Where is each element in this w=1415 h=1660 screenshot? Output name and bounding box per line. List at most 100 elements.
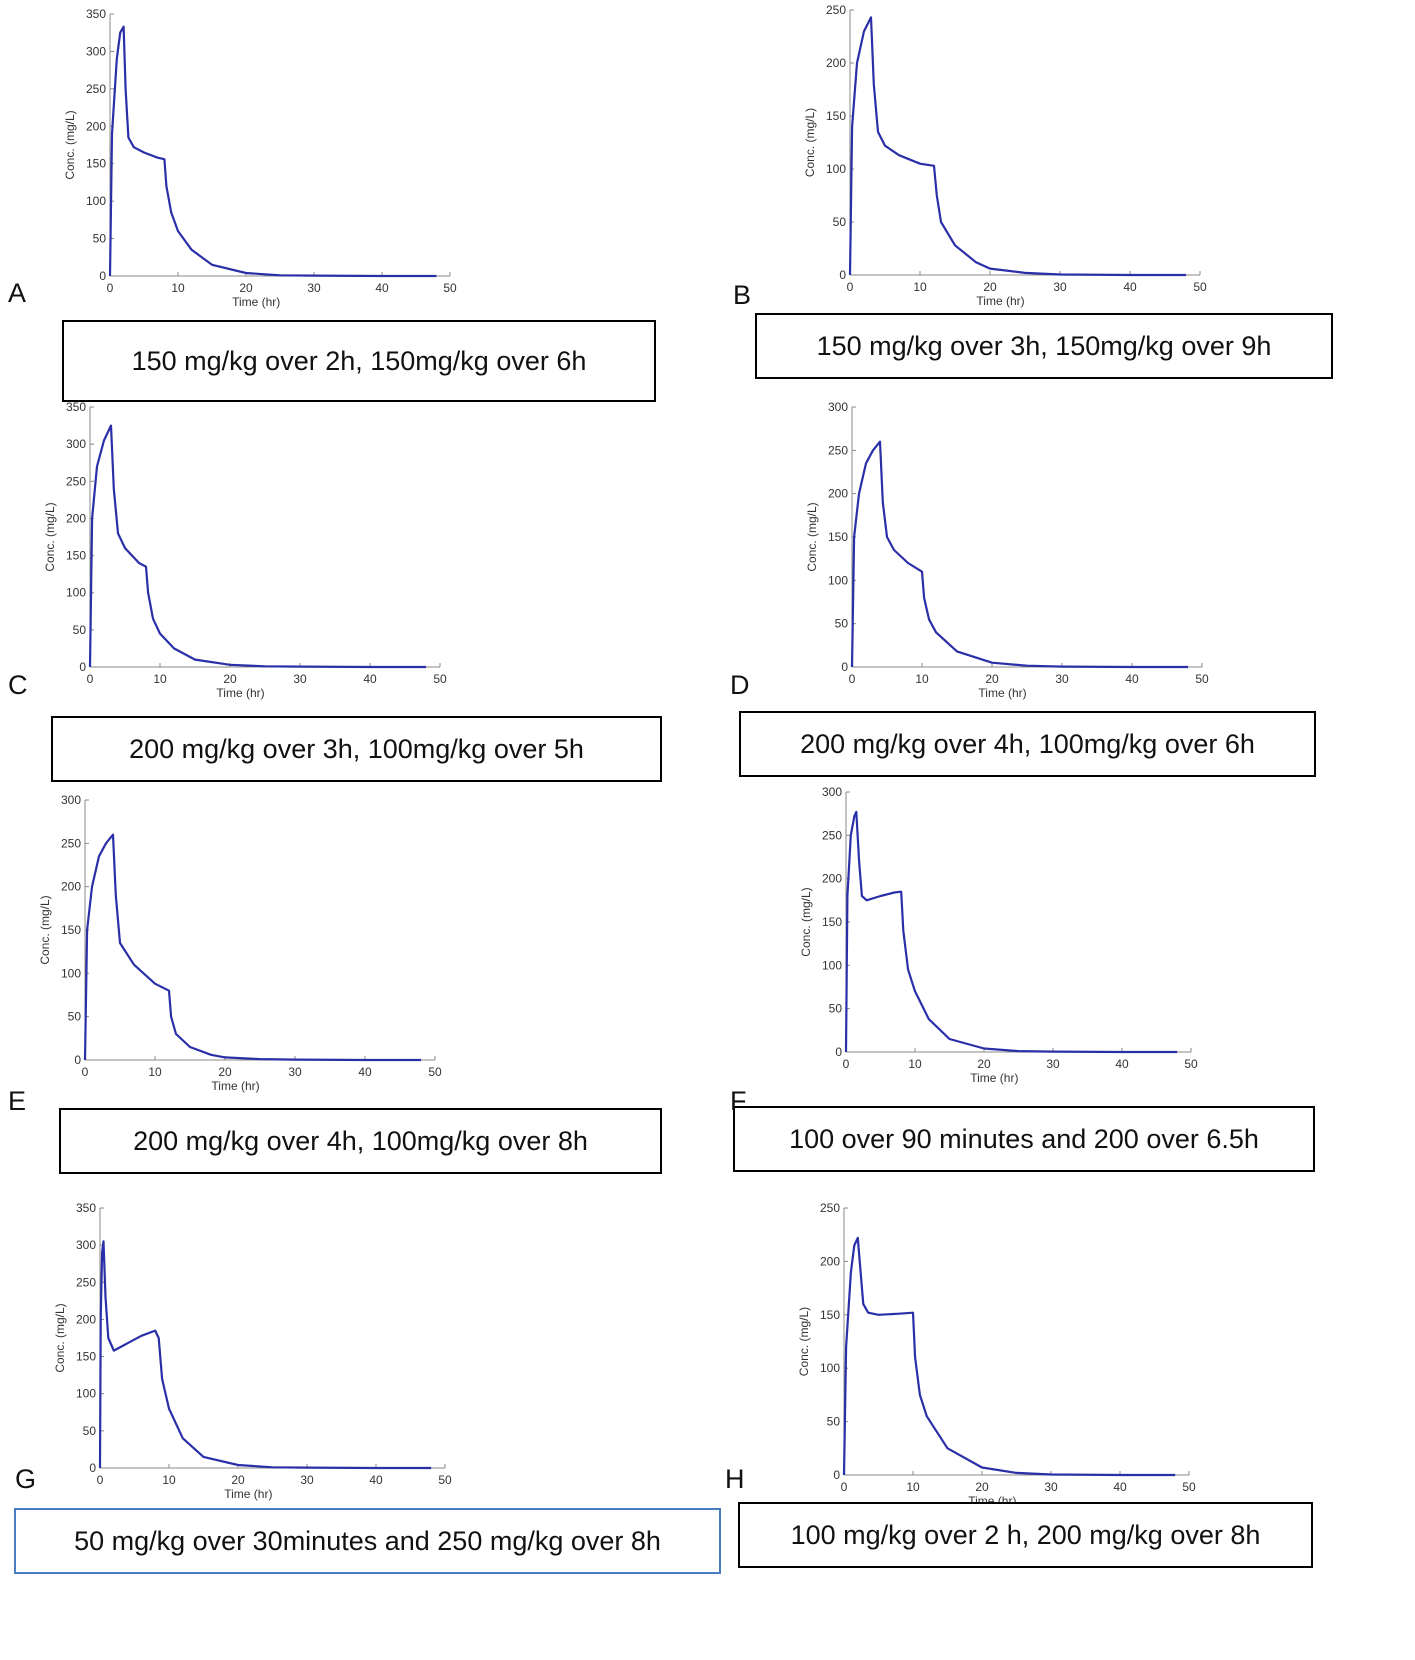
x-tick-label: 30 bbox=[1044, 1480, 1058, 1494]
y-tick-label: 0 bbox=[835, 1045, 842, 1059]
panel-label-h: H bbox=[725, 1464, 745, 1494]
x-tick-label: 50 bbox=[1182, 1480, 1196, 1494]
caption-f: 100 over 90 minutes and 200 over 6.5h bbox=[733, 1106, 1315, 1172]
series-line bbox=[88, 424, 426, 669]
y-tick-label: 0 bbox=[99, 269, 106, 283]
y-tick-label: 250 bbox=[61, 836, 81, 850]
y-axis-label: Conc. (mg/L) bbox=[53, 1303, 67, 1372]
y-tick-label: 150 bbox=[826, 109, 846, 123]
panel-label-c: C bbox=[8, 670, 28, 700]
x-tick-label: 30 bbox=[300, 1473, 314, 1487]
x-tick-label: 30 bbox=[1046, 1057, 1060, 1071]
chart-g: 0 50 100 150 200 250 300 350 0 10 20 30 40 50 Time (hr… bbox=[53, 1201, 452, 1501]
y-tick-label: 200 bbox=[76, 1312, 96, 1326]
y-tick-label: 350 bbox=[76, 1201, 96, 1215]
y-axis-label: Conc. (mg/L) bbox=[43, 502, 57, 571]
x-tick-label: 50 bbox=[1193, 280, 1207, 294]
chart-b: 0 50 100 150 200 250 0 10 20 30 40 50 Time (hr) Conc.… bbox=[803, 3, 1207, 308]
series-line bbox=[842, 1236, 1176, 1477]
x-axis-label: Time (hr) bbox=[216, 686, 264, 700]
x-tick-label: 20 bbox=[985, 672, 999, 686]
x-tick-label: 20 bbox=[231, 1473, 245, 1487]
x-axis-label: Time (hr) bbox=[211, 1079, 259, 1093]
x-tick-label: 40 bbox=[1123, 280, 1137, 294]
x-tick-label: 20 bbox=[983, 280, 997, 294]
y-tick-label: 250 bbox=[66, 474, 86, 488]
y-tick-label: 150 bbox=[86, 157, 106, 171]
y-axis-label: Conc. (mg/L) bbox=[799, 887, 813, 956]
x-tick-label: 10 bbox=[148, 1065, 162, 1079]
x-tick-label: 40 bbox=[363, 672, 377, 686]
series-line bbox=[850, 440, 1188, 669]
y-tick-label: 300 bbox=[66, 437, 86, 451]
chart-f: 0 50 100 150 200 250 300 0 10 20 30 40 50 Time (hr) Co… bbox=[799, 785, 1198, 1085]
x-tick-label: 10 bbox=[908, 1057, 922, 1071]
y-tick-label: 0 bbox=[841, 660, 848, 674]
y-tick-label: 50 bbox=[833, 215, 847, 229]
y-tick-label: 300 bbox=[822, 785, 842, 799]
y-tick-label: 250 bbox=[822, 828, 842, 842]
y-tick-label: 50 bbox=[829, 1002, 843, 1016]
x-tick-label: 0 bbox=[847, 280, 854, 294]
y-tick-label: 250 bbox=[820, 1201, 840, 1215]
x-tick-label: 50 bbox=[433, 672, 447, 686]
y-tick-label: 300 bbox=[828, 400, 848, 414]
x-axis-label: Time (hr) bbox=[976, 294, 1024, 308]
y-tick-label: 150 bbox=[61, 923, 81, 937]
y-tick-label: 0 bbox=[839, 268, 846, 282]
y-tick-label: 250 bbox=[76, 1275, 96, 1289]
y-tick-label: 300 bbox=[61, 793, 81, 807]
series-line bbox=[83, 833, 421, 1062]
caption-c: 200 mg/kg over 3h, 100mg/kg over 5h bbox=[51, 716, 662, 782]
y-tick-label: 350 bbox=[66, 400, 86, 414]
x-tick-label: 10 bbox=[171, 281, 185, 295]
series-line bbox=[844, 810, 1178, 1054]
y-tick-label: 100 bbox=[822, 958, 842, 972]
x-tick-label: 40 bbox=[369, 1473, 383, 1487]
x-tick-label: 10 bbox=[162, 1473, 176, 1487]
x-tick-label: 0 bbox=[87, 672, 94, 686]
x-tick-label: 20 bbox=[218, 1065, 232, 1079]
panel-label-b: B bbox=[733, 280, 752, 310]
y-tick-label: 300 bbox=[86, 44, 106, 58]
x-tick-label: 0 bbox=[849, 672, 856, 686]
y-tick-label: 50 bbox=[73, 623, 87, 637]
y-tick-label: 150 bbox=[822, 915, 842, 929]
x-tick-label: 30 bbox=[307, 281, 321, 295]
y-tick-label: 100 bbox=[66, 586, 86, 600]
x-tick-label: 20 bbox=[975, 1480, 989, 1494]
x-tick-label: 0 bbox=[82, 1065, 89, 1079]
x-axis-label: Time (hr) bbox=[224, 1487, 272, 1501]
caption-h: 100 mg/kg over 2 h, 200 mg/kg over 8h bbox=[738, 1502, 1313, 1568]
x-tick-label: 0 bbox=[107, 281, 114, 295]
y-axis-label: Conc. (mg/L) bbox=[805, 502, 819, 571]
x-tick-label: 0 bbox=[841, 1480, 848, 1494]
y-tick-label: 50 bbox=[93, 232, 107, 246]
x-axis-label: Time (hr) bbox=[978, 686, 1026, 700]
x-tick-label: 50 bbox=[1195, 672, 1209, 686]
panel-label-f: F bbox=[730, 1086, 747, 1116]
x-tick-label: 30 bbox=[293, 672, 307, 686]
x-tick-label: 10 bbox=[915, 672, 929, 686]
y-tick-label: 200 bbox=[822, 872, 842, 886]
y-tick-label: 350 bbox=[86, 7, 106, 21]
y-tick-label: 100 bbox=[76, 1387, 96, 1401]
chart-a: 0 50 100 150 200 250 300 350 0 10 20 30 40 50 Time (hr… bbox=[63, 7, 457, 309]
panel-label-a: A bbox=[8, 278, 27, 308]
y-tick-label: 150 bbox=[66, 549, 86, 563]
x-tick-label: 20 bbox=[977, 1057, 991, 1071]
y-tick-label: 150 bbox=[76, 1350, 96, 1364]
caption-a: 150 mg/kg over 2h, 150mg/kg over 6h bbox=[62, 320, 656, 402]
x-tick-label: 20 bbox=[223, 672, 237, 686]
x-tick-label: 50 bbox=[428, 1065, 442, 1079]
panel-label-d: D bbox=[730, 670, 750, 700]
x-tick-label: 40 bbox=[375, 281, 389, 295]
caption-e: 200 mg/kg over 4h, 100mg/kg over 8h bbox=[59, 1108, 662, 1174]
y-axis-label: Conc. (mg/L) bbox=[38, 895, 52, 964]
y-tick-label: 200 bbox=[66, 511, 86, 525]
x-tick-label: 10 bbox=[906, 1480, 920, 1494]
y-tick-label: 200 bbox=[86, 119, 106, 133]
y-tick-label: 100 bbox=[61, 966, 81, 980]
chart-e: 0 50 100 150 200 250 300 0 10 20 30 40 50 Time (hr) Co… bbox=[38, 793, 442, 1093]
y-tick-label: 250 bbox=[86, 82, 106, 96]
